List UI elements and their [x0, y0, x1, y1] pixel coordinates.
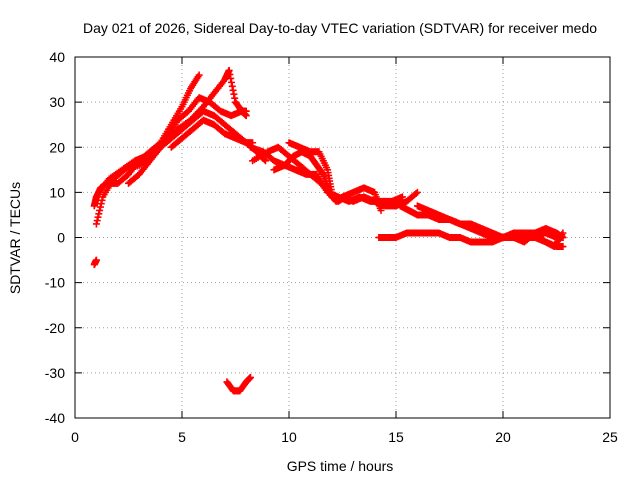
y-tick-label: 40 — [49, 49, 65, 65]
y-tick-label: 10 — [49, 184, 65, 200]
x-tick-label: 25 — [602, 429, 618, 445]
data-point — [242, 112, 250, 120]
x-tick-label: 5 — [178, 429, 186, 445]
chart-title: Day 021 of 2026, Sidereal Day-to-day VTE… — [83, 20, 597, 36]
y-axis-label: SDTVAR / TECUs — [7, 182, 23, 294]
data-point — [195, 71, 203, 79]
data-point — [246, 373, 254, 381]
data-point — [231, 94, 239, 102]
data-point — [225, 67, 233, 75]
series-arc-10 — [285, 139, 336, 196]
data-point — [93, 217, 101, 225]
data-point — [92, 256, 100, 264]
data-point — [226, 70, 234, 78]
x-tick-label: 0 — [71, 429, 79, 445]
data-point — [229, 86, 237, 94]
data-point — [261, 157, 269, 165]
axis-ticks: 0 5 10 15 20 25 -40 -30 -20 -10 0 10 20 30 40 — [45, 49, 618, 445]
data-point — [98, 196, 106, 204]
y-tick-label: 0 — [57, 230, 65, 246]
data-point — [228, 82, 236, 90]
series-arc-14 — [510, 229, 567, 251]
data-point — [328, 188, 336, 196]
y-tick-label: -10 — [45, 275, 65, 291]
data-point — [92, 220, 100, 228]
x-tick-label: 20 — [495, 429, 511, 445]
data-point — [398, 193, 406, 201]
y-tick-label: 30 — [49, 94, 65, 110]
data-point — [559, 243, 567, 251]
series-arc-16 — [223, 373, 254, 395]
data-series — [90, 67, 567, 395]
data-point — [227, 78, 235, 86]
data-point — [95, 210, 103, 218]
data-point — [94, 213, 102, 221]
data-point — [413, 188, 421, 196]
series-arc-6 — [225, 67, 250, 120]
series-arc-9 — [246, 143, 406, 205]
y-tick-label: -40 — [45, 410, 65, 426]
data-point — [96, 206, 104, 214]
y-tick-label: -20 — [45, 320, 65, 336]
data-point — [227, 74, 235, 82]
data-point — [97, 200, 105, 208]
x-axis-label: GPS time / hours — [287, 458, 394, 474]
data-point — [412, 190, 420, 198]
data-point — [559, 229, 567, 237]
x-tick-label: 10 — [281, 429, 297, 445]
series-arc-15 — [90, 256, 100, 269]
y-tick-label: 20 — [49, 139, 65, 155]
data-point — [96, 203, 104, 211]
y-tick-label: -30 — [45, 365, 65, 381]
data-point — [230, 90, 238, 98]
x-tick-label: 15 — [388, 429, 404, 445]
data-point — [377, 206, 385, 214]
